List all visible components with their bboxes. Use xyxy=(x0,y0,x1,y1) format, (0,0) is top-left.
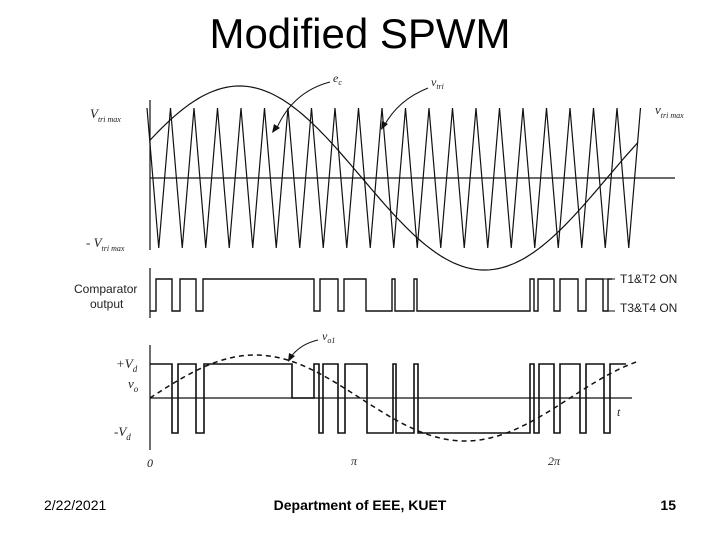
ec-arrowhead xyxy=(272,124,280,133)
comparator-output-panel: Comparator output T1&T2 ON T3&T4 ON xyxy=(74,268,677,318)
vo1-arrowhead xyxy=(288,353,295,362)
label-zero: 0 xyxy=(147,456,153,470)
reference-sine-wave xyxy=(149,85,639,271)
vo1-pointer-arrow xyxy=(289,339,319,359)
label-vtri: vtri xyxy=(431,75,444,91)
label-vtri-max-right: vtri max xyxy=(655,102,684,120)
label-time-t: t xyxy=(617,405,621,419)
triangle-carrier-wave xyxy=(146,107,642,249)
label-t1t2-on: T1&T2 ON xyxy=(620,272,677,286)
slide-title: Modified SPWM xyxy=(209,10,511,57)
label-t3t4-on: T3&T4 ON xyxy=(620,301,677,315)
label-plus-vd: +Vd xyxy=(116,356,138,374)
comparator-output-wave xyxy=(150,278,612,312)
fundamental-dashed-wave xyxy=(149,354,639,442)
label-vtri-max-left: Vtri max xyxy=(90,106,121,124)
label-neg-vtri-max: - Vtri max xyxy=(86,235,125,253)
label-two-pi: 2π xyxy=(548,454,561,468)
output-voltage-panel: vo1 +Vd vo -Vd t 0 π 2π xyxy=(114,329,639,470)
ec-pointer-arrow xyxy=(275,81,331,131)
label-pi: π xyxy=(351,454,358,468)
footer-department: Department of EEE, KUET xyxy=(273,497,447,513)
label-vo1: vo1 xyxy=(322,329,335,345)
label-minus-vd: -Vd xyxy=(114,424,131,442)
footer-page-number: 15 xyxy=(660,497,676,513)
footer-date: 2/22/2021 xyxy=(44,497,107,513)
label-vo: vo xyxy=(128,376,139,394)
vtri-arrowhead xyxy=(381,121,388,130)
vtri-pointer-arrow xyxy=(383,87,429,127)
label-comparator-line2: output xyxy=(90,297,124,311)
triangle-carrier-panel: ec vtri Vtri max - Vtri max vtri max xyxy=(86,71,684,271)
label-ec: ec xyxy=(333,71,342,87)
output-voltage-wave xyxy=(150,363,626,434)
label-comparator-line1: Comparator xyxy=(74,282,137,296)
